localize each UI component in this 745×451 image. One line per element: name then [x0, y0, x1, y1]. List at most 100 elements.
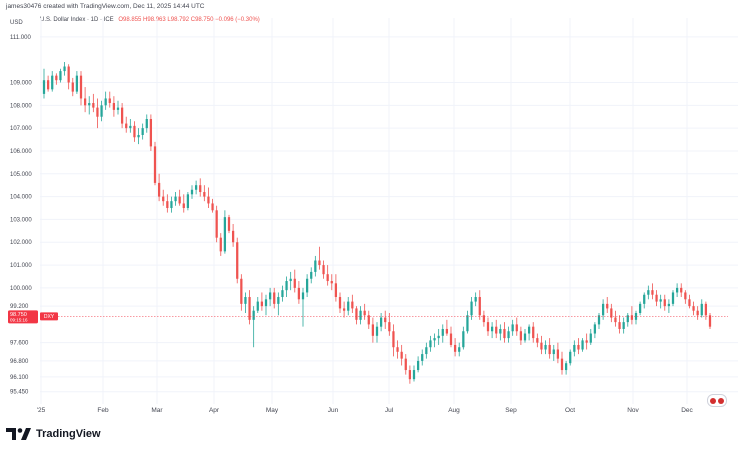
candle-body	[659, 299, 662, 302]
candle-body	[470, 301, 473, 316]
candle-body	[63, 66, 66, 72]
candle-body	[314, 260, 317, 272]
candle-body	[643, 294, 646, 304]
y-tick-label: 99.200	[10, 304, 29, 310]
candle-body	[342, 308, 346, 311]
candle-body	[462, 331, 465, 348]
x-tick-label: Mar	[151, 407, 163, 414]
candle-body	[519, 331, 523, 341]
candle-body	[379, 317, 383, 327]
candle-body	[145, 119, 148, 129]
candle-body	[544, 344, 547, 350]
tradingview-logo[interactable]: TradingView	[6, 428, 101, 440]
candle-body	[688, 299, 691, 307]
candle-body	[277, 297, 280, 304]
candle-body	[248, 297, 251, 320]
candle-body	[400, 351, 403, 359]
y-tick-label: 107.000	[10, 126, 32, 132]
candle-body	[593, 324, 597, 334]
candle-body	[606, 303, 609, 309]
candle-body	[174, 196, 177, 202]
chart-legend[interactable]: U.S. Dollar Index · 1D · ICE O98.855 H98…	[40, 17, 260, 23]
y-tick-label: 102.000	[10, 240, 32, 246]
candle-body	[503, 328, 506, 339]
candle-body	[256, 301, 259, 311]
candle-body	[630, 315, 634, 320]
candle-body	[453, 344, 457, 352]
candle-body	[651, 290, 654, 295]
candle-body	[231, 230, 235, 243]
x-tick-label: Apr	[209, 407, 220, 414]
y-tick-label: 95.450	[10, 390, 29, 396]
candle-body	[83, 98, 87, 106]
candle-body	[310, 271, 313, 279]
candle-body	[421, 354, 424, 361]
candle-body	[305, 278, 309, 293]
candle-body	[170, 201, 173, 209]
candle-body	[149, 119, 153, 147]
candle-body	[466, 315, 469, 332]
candle-body	[585, 340, 588, 343]
candle-body	[523, 333, 527, 341]
candle-body	[178, 196, 181, 204]
candle-body	[108, 98, 111, 104]
candle-body	[227, 217, 231, 231]
candle-body	[441, 328, 444, 336]
candle-body	[675, 287, 679, 293]
candle-body	[289, 278, 292, 282]
candle-body	[499, 328, 502, 334]
candle-body	[449, 333, 453, 345]
brand-name: TradingView	[36, 428, 101, 440]
candle-body	[355, 308, 358, 320]
candle-body	[236, 242, 239, 279]
x-tick-label: Oct	[565, 407, 575, 414]
candle-body	[495, 326, 498, 334]
candle-body	[622, 322, 625, 329]
candle-body	[223, 217, 227, 252]
candle-body	[326, 274, 329, 282]
y-tick-label: 96.100	[10, 375, 29, 381]
y-tick-label: 109.000	[10, 80, 32, 86]
candle-body	[244, 297, 247, 304]
candle-body	[696, 310, 699, 316]
candlestick-series	[42, 61, 712, 384]
candle-body	[396, 347, 399, 352]
legend-ohlc: O98.855 H98.963 L98.792 C98.750 −0.096 (…	[118, 17, 260, 23]
last-price-symbol: DXY	[44, 314, 55, 320]
y-tick-label: 97.600	[10, 341, 29, 347]
candle-body	[120, 107, 124, 124]
candle-body	[601, 303, 605, 316]
candle-body	[511, 324, 514, 332]
candle-body	[478, 297, 481, 316]
candle-body	[458, 347, 461, 352]
candle-body	[104, 98, 107, 106]
candle-body	[445, 328, 449, 334]
candle-body	[515, 324, 518, 332]
candle-body	[281, 290, 284, 298]
y-tick-label: 105.000	[10, 172, 32, 178]
candle-body	[490, 326, 494, 332]
candle-body	[51, 75, 54, 90]
candle-body	[663, 299, 666, 307]
candle-body	[260, 301, 264, 307]
candle-body	[125, 123, 128, 129]
candle-body	[330, 281, 333, 284]
candle-body	[437, 335, 440, 339]
chart-grid	[40, 18, 738, 404]
y-tick-label: 104.000	[10, 195, 32, 201]
candle-body	[166, 201, 169, 209]
candle-body	[416, 360, 420, 371]
candle-body	[388, 322, 391, 332]
candle-body	[425, 347, 428, 355]
candle-body	[141, 128, 144, 135]
x-tick-label: Feb	[97, 407, 109, 414]
candle-body	[708, 315, 712, 327]
candle-body	[203, 192, 206, 197]
candle-body	[404, 358, 407, 371]
y-tick-label: 111.000	[10, 35, 31, 41]
x-tick-label: '25	[37, 407, 46, 414]
last-price-countdown: 09:15:16	[10, 317, 28, 322]
candle-body	[46, 80, 50, 90]
candle-body	[264, 299, 268, 307]
